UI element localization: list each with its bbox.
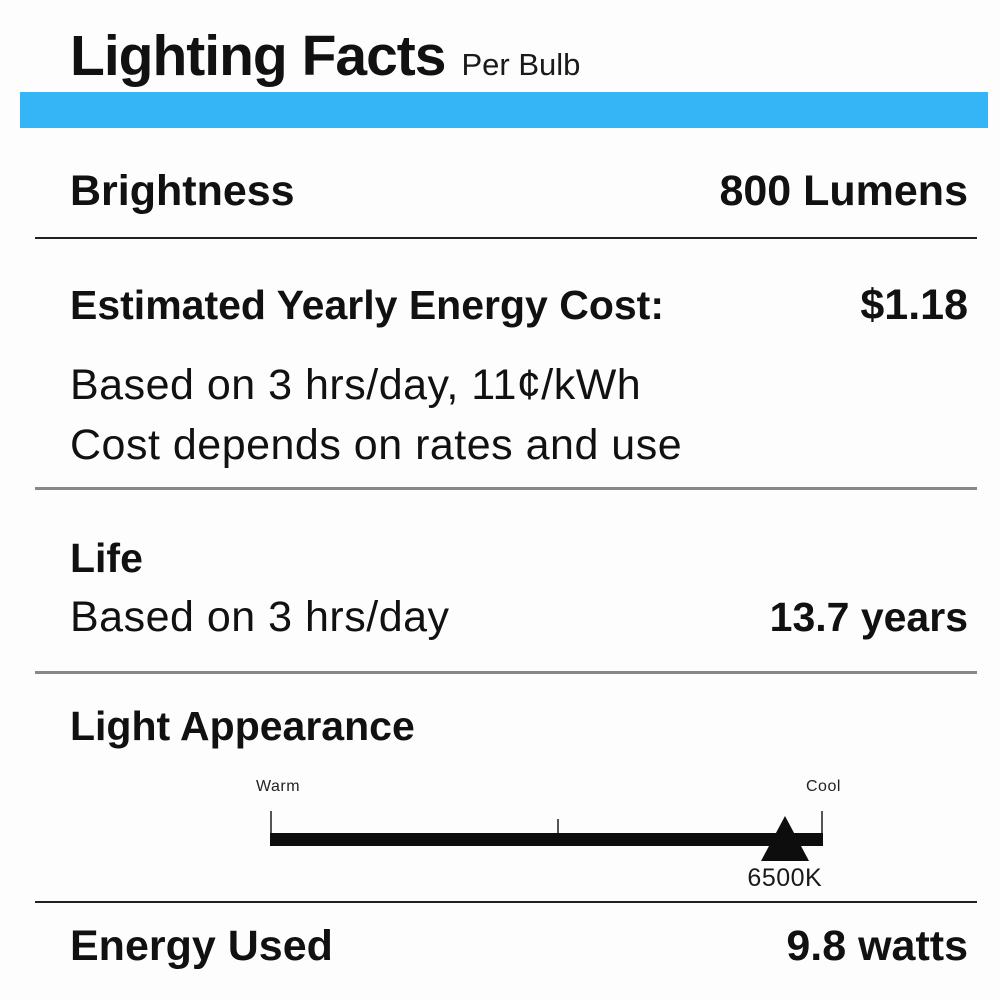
divider: [35, 487, 977, 490]
brightness-value: 800 Lumens: [719, 167, 968, 215]
page-title: Lighting Facts: [70, 24, 446, 88]
energy-used-value: 9.8 watts: [786, 922, 968, 970]
light-appearance-label: Light Appearance: [70, 703, 415, 749]
energy-cost-value: $1.18: [860, 281, 968, 329]
energy-cost-note-line1: Based on 3 hrs/day, 11¢/kWh: [70, 361, 642, 409]
energy-cost-row: Estimated Yearly Energy Cost: $1.18: [0, 281, 1000, 329]
divider: [35, 671, 977, 674]
cool-end-tick: [821, 811, 823, 833]
energy-cost-note-line2: Cost depends on rates and use: [70, 421, 683, 469]
color-temperature-bar: [270, 833, 823, 846]
life-label: Life: [70, 535, 143, 581]
color-temp-marker-value: 6500K: [747, 864, 823, 892]
divider: [35, 901, 977, 903]
color-temp-marker-icon: [760, 816, 809, 861]
accent-bar: [20, 92, 988, 128]
energy-used-label: Energy Used: [70, 922, 333, 970]
energy-used-row: Energy Used 9.8 watts: [0, 921, 1000, 971]
life-value: 13.7 years: [769, 594, 968, 640]
cool-label: Cool: [806, 778, 841, 795]
energy-cost-label: Estimated Yearly Energy Cost:: [70, 282, 664, 328]
life-row: Based on 3 hrs/day 13.7 years: [0, 591, 1000, 643]
life-basis: Based on 3 hrs/day: [70, 593, 450, 641]
divider: [35, 237, 977, 239]
warm-end-tick: [270, 811, 272, 833]
warm-label: Warm: [256, 778, 301, 795]
page-subtitle: Per Bulb: [461, 47, 581, 82]
label-header: Lighting Facts Per Bulb: [0, 0, 1000, 92]
brightness-label: Brightness: [70, 167, 295, 215]
color-temperature-scale: Warm Cool 6500K: [0, 778, 1000, 894]
brightness-row: Brightness 800 Lumens: [0, 166, 1000, 216]
middle-tick: [557, 819, 559, 833]
color-temperature-track: 6500K: [270, 811, 823, 894]
